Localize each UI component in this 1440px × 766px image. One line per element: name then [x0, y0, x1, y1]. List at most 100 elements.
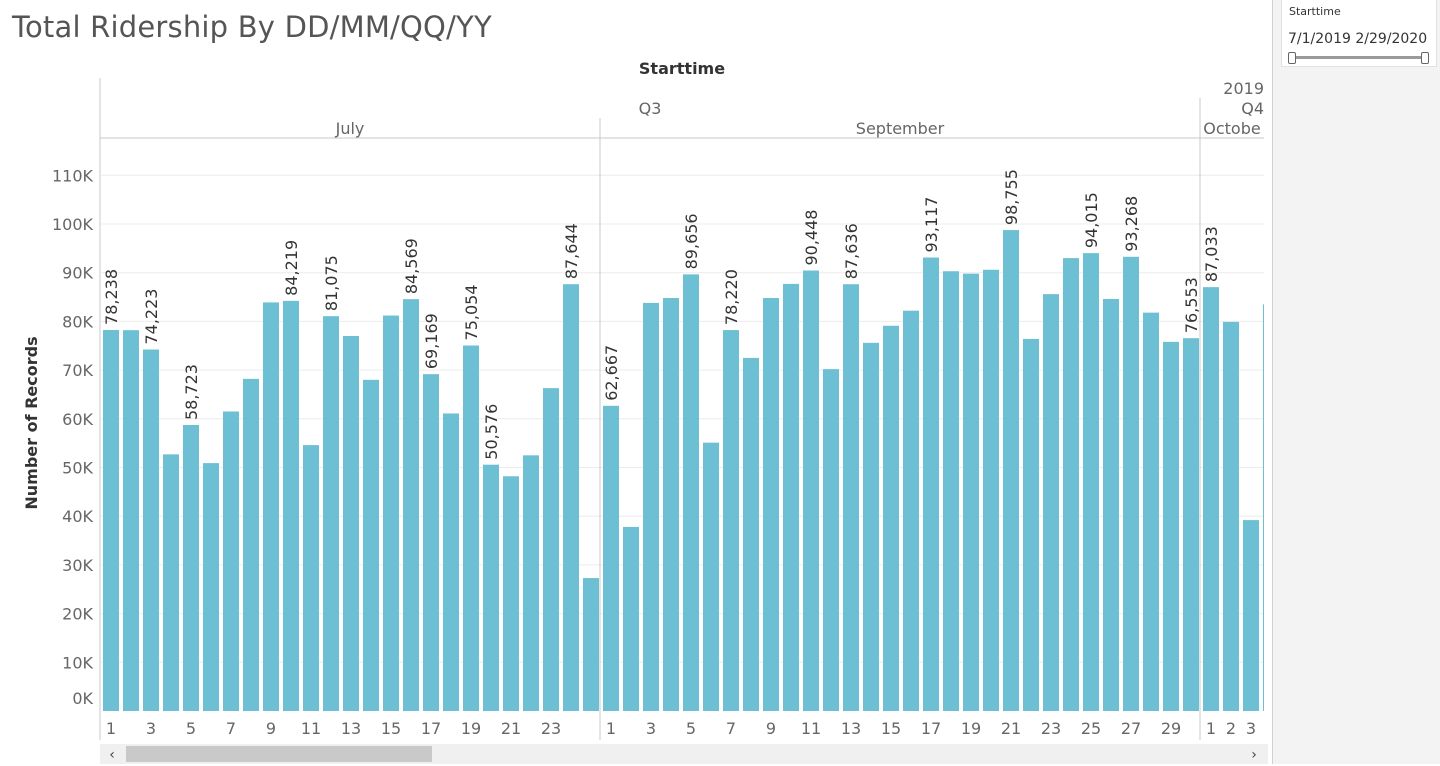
bar	[823, 369, 839, 711]
bar	[403, 299, 419, 711]
bar	[503, 476, 519, 711]
x-tick-label: 21	[1001, 719, 1021, 738]
x-tick-label: 29	[1161, 719, 1181, 738]
horizontal-scrollbar[interactable]: ‹ ›	[100, 744, 1268, 764]
data-label: 84,219	[282, 240, 301, 296]
x-tick-label: 13	[841, 719, 861, 738]
x-tick-label: 3	[146, 719, 156, 738]
bar	[1043, 294, 1059, 711]
data-label: 87,644	[562, 223, 581, 279]
data-label: 89,656	[682, 213, 701, 269]
y-tick-label: 30K	[62, 556, 93, 575]
bar	[523, 455, 539, 711]
x-tick-label: 7	[726, 719, 736, 738]
data-label: 76,553	[1182, 277, 1201, 333]
bar	[163, 454, 179, 711]
page-title: Total Ridership By DD/MM/QQ/YY	[12, 10, 492, 44]
data-label: 62,667	[602, 345, 621, 401]
y-tick-label: 40K	[62, 507, 93, 526]
slider-end-handle[interactable]	[1421, 52, 1429, 64]
bar	[1003, 230, 1019, 711]
bar	[543, 388, 559, 711]
bar	[1123, 256, 1139, 711]
date-range-slider[interactable]	[1292, 56, 1426, 59]
column-header: Starttime	[639, 59, 725, 78]
data-label: 50,576	[482, 404, 501, 460]
data-label: 78,220	[722, 269, 741, 325]
bar	[183, 425, 199, 711]
x-tick-label: 21	[501, 719, 521, 738]
quarter-label-q4: Q4	[1241, 99, 1264, 118]
x-tick-label: 9	[266, 719, 276, 738]
x-tick-label: 13	[341, 719, 361, 738]
x-tick-label: 19	[461, 719, 481, 738]
bar	[1143, 312, 1159, 711]
bar	[1243, 520, 1259, 711]
bar	[663, 298, 679, 711]
y-tick-label: 80K	[62, 312, 93, 331]
bar	[463, 345, 479, 711]
data-label: 87,033	[1202, 226, 1221, 282]
x-tick-label: 11	[801, 719, 821, 738]
bar	[963, 273, 979, 711]
bar	[843, 284, 859, 711]
x-tick-label: 2	[1226, 719, 1236, 738]
data-label: 81,075	[322, 255, 341, 311]
x-tick-label: 5	[686, 719, 696, 738]
x-tick-label: 23	[541, 719, 561, 738]
y-tick-label: 100K	[52, 215, 94, 234]
scroll-thumb[interactable]	[126, 746, 432, 762]
x-tick-label: 15	[881, 719, 901, 738]
x-tick-label: 1	[606, 719, 616, 738]
bar	[1183, 338, 1199, 711]
x-tick-label: 17	[921, 719, 941, 738]
y-tick-label: 10K	[62, 653, 93, 672]
month-label: Octobe	[1203, 119, 1260, 138]
bar	[123, 330, 139, 711]
x-tick-label: 25	[1081, 719, 1101, 738]
filter-title: Starttime	[1289, 5, 1341, 18]
y-tick-label: 70K	[62, 361, 93, 380]
starttime-filter-card: Starttime 7/1/2019 2/29/2020	[1281, 0, 1437, 67]
data-label: 58,723	[182, 364, 201, 420]
quarter-label-q3: Q3	[639, 99, 662, 118]
bar	[643, 302, 659, 711]
y-tick-label: 90K	[62, 264, 93, 283]
bar	[143, 349, 159, 711]
bar	[103, 329, 119, 711]
x-tick-label: 5	[186, 719, 196, 738]
x-tick-label: 7	[226, 719, 236, 738]
bar	[1203, 287, 1219, 711]
bar	[303, 445, 319, 711]
scroll-left-icon[interactable]: ‹	[109, 747, 115, 763]
bar	[423, 374, 439, 711]
bar	[1023, 338, 1039, 711]
bar	[243, 378, 259, 711]
bar	[763, 298, 779, 711]
filter-panel: Starttime 7/1/2019 2/29/2020	[1272, 0, 1440, 764]
bar	[383, 315, 399, 711]
y-tick-label: 110K	[52, 166, 94, 185]
year-label: 2019	[1223, 79, 1264, 98]
bar	[983, 269, 999, 711]
x-tick-label: 11	[301, 719, 321, 738]
x-tick-label: 19	[961, 719, 981, 738]
bar	[1083, 253, 1099, 711]
slider-start-handle[interactable]	[1288, 52, 1296, 64]
bar	[203, 463, 219, 711]
x-tick-label: 23	[1041, 719, 1061, 738]
y-tick-label: 50K	[62, 459, 93, 478]
bar	[703, 442, 719, 711]
data-label: 93,268	[1122, 196, 1141, 252]
bar	[1103, 298, 1119, 711]
bar	[363, 379, 379, 711]
scroll-right-icon[interactable]: ›	[1251, 747, 1257, 763]
bar	[323, 316, 339, 711]
data-label: 78,238	[102, 269, 121, 325]
bar	[283, 300, 299, 711]
bar	[223, 411, 239, 711]
bar	[903, 310, 919, 711]
bar	[723, 330, 739, 711]
bar	[483, 464, 499, 711]
x-tick-label: 17	[421, 719, 441, 738]
